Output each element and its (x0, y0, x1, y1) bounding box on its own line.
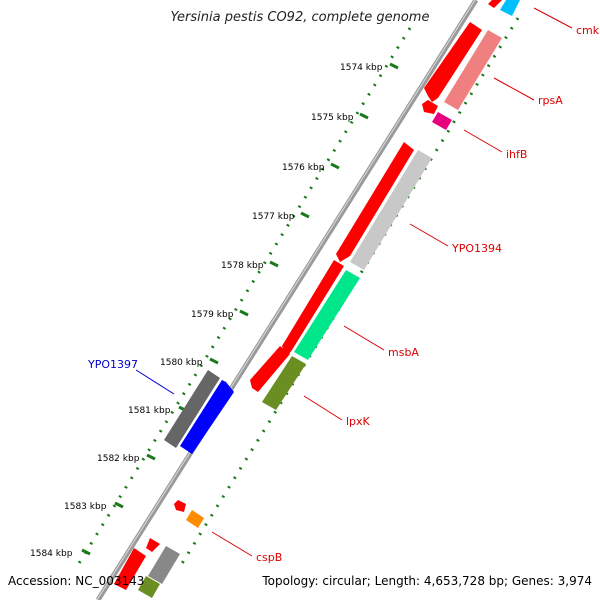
category-track (138, 0, 520, 598)
cog-feature-rpsA[interactable] (444, 30, 502, 110)
cog-feature-olive-lower[interactable] (138, 576, 160, 598)
gene-label-rpsA[interactable]: rpsA (538, 94, 563, 107)
gene-label-cmk[interactable]: cmk (576, 24, 600, 37)
cog-feature-cspB[interactable] (186, 510, 204, 528)
leader-msbA (343, 325, 385, 351)
leader-ihfB (463, 129, 503, 153)
kbp-tick (239, 309, 249, 317)
tick-label: 1577 kbp (252, 212, 295, 222)
cog-feature-YPO1397[interactable] (164, 370, 220, 448)
gene-labels: cmk rpsA ihfB YPO1394 msbA lpxK YPO1397 … (87, 24, 600, 564)
kbp-tick (209, 357, 219, 365)
topology-text: Topology: circular; Length: 4,653,728 bp… (262, 574, 592, 588)
cds-feature-red-lower[interactable] (146, 538, 160, 552)
cog-feature-cmk[interactable] (500, 0, 520, 16)
tick-label: 1578 kbp (221, 261, 264, 271)
accession-text: Accession: NC_003143 (8, 574, 145, 588)
cds-feature-msbA[interactable] (282, 260, 344, 358)
kbp-tick (81, 548, 91, 556)
inner-tick-ring (74, 27, 412, 569)
tick-label: 1579 kbp (191, 310, 234, 320)
gene-label-YPO1394[interactable]: YPO1394 (451, 242, 502, 255)
kbp-tick (389, 62, 399, 70)
tick-marks (81, 62, 399, 556)
tick-label: 1580 kbp (160, 358, 203, 368)
kbp-tick (114, 501, 124, 509)
cds-forward-track (114, 0, 502, 590)
genome-title: Yersinia pestis CO92, complete genome (170, 10, 430, 25)
leader-YPO1394 (409, 223, 449, 247)
cds-feature-ihfB[interactable] (422, 100, 438, 114)
tick-labels: 1574 kbp 1575 kbp 1576 kbp 1577 kbp 1578… (30, 63, 383, 559)
gene-label-msbA[interactable]: msbA (388, 346, 419, 359)
cog-feature-msbA[interactable] (294, 270, 360, 360)
cds-feature-YPO1394[interactable] (336, 142, 414, 262)
cds-feature-red-lower-2[interactable] (114, 548, 146, 590)
gene-label-YPO1397[interactable]: YPO1397 (87, 358, 138, 371)
leader-cspB (211, 531, 253, 557)
kbp-tick (300, 211, 310, 219)
leader-rpsA (493, 77, 535, 101)
cds-feature-rpsA[interactable] (424, 22, 482, 102)
label-leaders (135, 7, 573, 557)
cog-feature-ihfB[interactable] (432, 112, 452, 130)
genome-backbone (95, 0, 479, 600)
gene-label-cspB[interactable]: cspB (256, 551, 282, 564)
cds-feature-YPO1397[interactable] (180, 380, 234, 454)
cds-feature-cmk[interactable] (488, 0, 502, 8)
cds-feature-cspB[interactable] (174, 500, 186, 512)
leader-lpxK (303, 395, 343, 421)
cds-reverse-track (164, 370, 234, 454)
kbp-tick (359, 112, 369, 120)
kbp-tick (146, 453, 156, 461)
cds-feature-lpxK[interactable] (250, 346, 290, 392)
cog-feature-gray-lower[interactable] (148, 546, 180, 584)
leader-YPO1397 (135, 369, 175, 395)
tick-label: 1583 kbp (64, 502, 107, 512)
tick-label: 1575 kbp (311, 113, 354, 123)
tick-label: 1574 kbp (340, 63, 383, 73)
leader-cmk (533, 7, 573, 29)
outer-dotted-ring (176, 17, 520, 571)
tick-label: 1582 kbp (97, 454, 140, 464)
tick-label: 1576 kbp (282, 163, 325, 173)
tick-label: 1581 kbp (128, 406, 171, 416)
tick-label: 1584 kbp (30, 549, 73, 559)
genome-backbone-highlight (96, 0, 476, 600)
cog-feature-YPO1394[interactable] (350, 150, 432, 270)
cog-feature-lpxK[interactable] (262, 356, 306, 410)
kbp-tick (330, 162, 340, 170)
gene-label-lpxK[interactable]: lpxK (346, 415, 371, 428)
kbp-tick (269, 260, 279, 268)
gene-label-ihfB[interactable]: ihfB (506, 148, 527, 161)
